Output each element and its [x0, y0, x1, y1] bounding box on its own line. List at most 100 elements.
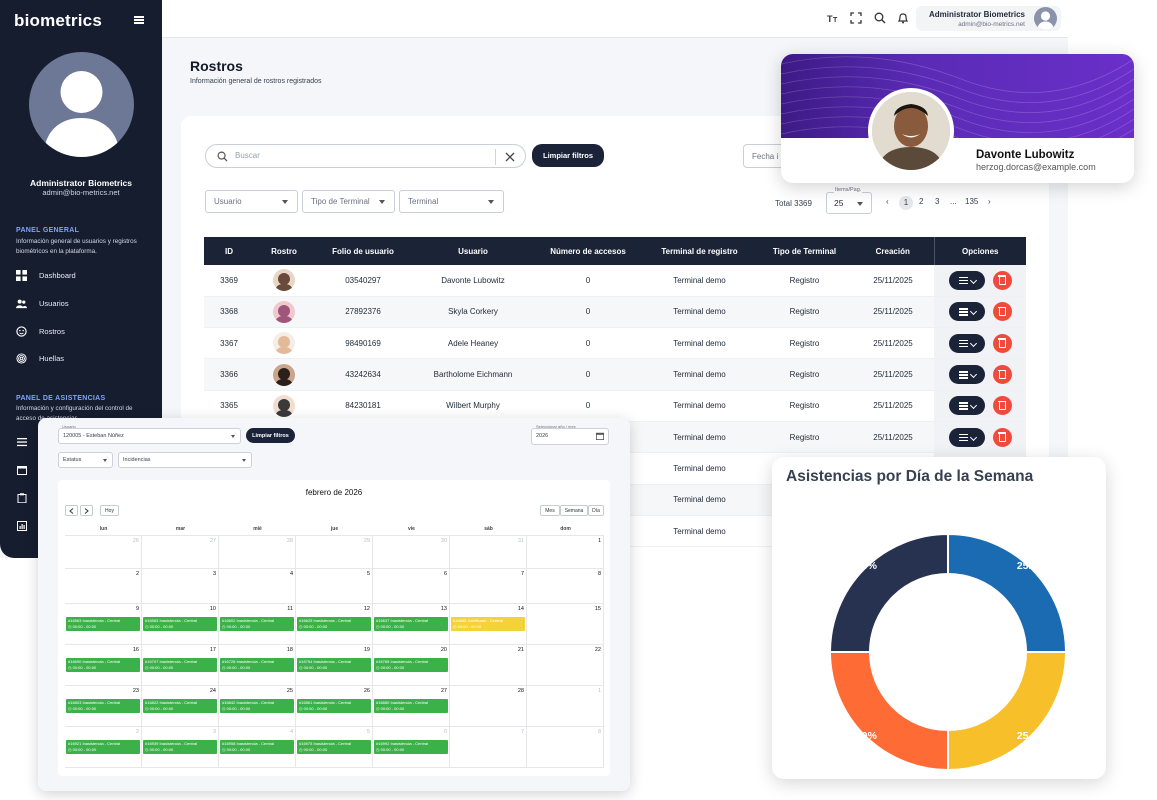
delete-button[interactable] [992, 396, 1012, 416]
calendar-event[interactable]: #16754 Inasistencia - Central ◷ 00:00 - 0… [297, 658, 371, 672]
calendar-event[interactable]: #16803 Inasistencia - Central ◷ 00:00 - 0… [66, 699, 140, 713]
calendar-day-cell[interactable]: 19 #16754 Inasistencia - Central ◷ 00:00 -… [296, 645, 373, 686]
today-button[interactable]: Hoy [100, 505, 119, 516]
column-header[interactable]: Terminal de registro [642, 237, 757, 265]
calendar-day-cell[interactable]: 7 [450, 569, 527, 604]
row-menu-button[interactable] [948, 333, 985, 353]
column-header[interactable]: Folio de usuario [314, 237, 412, 265]
column-header[interactable]: Usuario [412, 237, 534, 265]
user-menu[interactable]: Administrator Biometrics admin@bio-metri… [916, 6, 1061, 31]
calendar-day-cell[interactable]: 20 #16765 Inasistencia - Central ◷ 00:00 -… [373, 645, 450, 686]
calendar-day-cell[interactable]: 14 #16650 Justificado - Central ◷ 00:00 - … [450, 604, 527, 645]
sidebar-item-rostros[interactable]: Rostros [16, 324, 65, 338]
calendar-day-cell[interactable]: 25 #16842 Inasistencia - Central ◷ 00:00 -… [219, 686, 296, 727]
row-menu-button[interactable] [948, 302, 985, 322]
menu-toggle-icon[interactable] [134, 16, 144, 24]
calendar-day-cell[interactable]: 26 #16861 Inasistencia - Central ◷ 00:00 -… [296, 686, 373, 727]
bell-icon[interactable] [897, 12, 909, 24]
calendar-event[interactable]: #16728 Inasistencia - Central ◷ 00:00 - 0… [220, 658, 294, 672]
calendar-day-cell[interactable]: 3 [142, 569, 219, 604]
calendar-event[interactable]: #16880 Inasistencia - Central ◷ 00:00 - 0… [374, 699, 448, 713]
calendar-icon[interactable] [17, 465, 27, 475]
calendar-event[interactable]: #16583 Inasistencia - Central ◷ 00:00 - 0… [143, 617, 217, 631]
delete-button[interactable] [992, 365, 1012, 385]
calendar-day-cell[interactable]: 28 [450, 686, 527, 727]
calendar-event[interactable]: #16707 Inasistencia - Central ◷ 00:00 - 0… [143, 658, 217, 672]
calendar-day-cell[interactable]: 29 [296, 536, 373, 569]
prev-page-button[interactable]: ‹ [886, 197, 889, 206]
calendar-day-cell[interactable]: 26 [65, 536, 142, 569]
fullscreen-icon[interactable] [850, 12, 862, 24]
next-page-button[interactable]: › [988, 197, 991, 206]
calendar-day-cell[interactable]: 4 [219, 569, 296, 604]
calendar-event[interactable]: #16765 Inasistencia - Central ◷ 00:00 - 0… [374, 658, 448, 672]
face-thumbnail[interactable] [273, 300, 295, 323]
next-month-button[interactable] [80, 505, 93, 516]
calendar-event[interactable]: #16637 Inasistencia - Central ◷ 00:00 - 0… [374, 617, 448, 631]
clipboard-icon[interactable] [17, 493, 27, 503]
calendar-event[interactable]: #16602 Inasistencia - Central ◷ 00:00 - 0… [220, 617, 294, 631]
user-select[interactable]: Usuario [205, 190, 298, 213]
delete-button[interactable] [992, 333, 1012, 353]
face-thumbnail[interactable] [273, 363, 295, 386]
chart-icon[interactable] [17, 521, 27, 531]
calendar-day-cell[interactable]: 13 #16637 Inasistencia - Central ◷ 00:00 -… [373, 604, 450, 645]
calendar-day-cell[interactable]: 5 [296, 569, 373, 604]
calendar-event[interactable]: #16939 Inasistencia - Central ◷ 00:00 - 0… [143, 740, 217, 754]
delete-button[interactable] [992, 427, 1012, 447]
calendar-day-cell[interactable]: 31 [450, 536, 527, 569]
calendar-day-cell[interactable]: 11 #16602 Inasistencia - Central ◷ 00:00 -… [219, 604, 296, 645]
calendar-day-cell[interactable]: 8 [527, 569, 604, 604]
clear-filters-button[interactable]: Limpiar filtros [532, 144, 604, 167]
sidebar-item-huellas[interactable]: Huellas [16, 351, 64, 365]
calendar-day-cell[interactable]: 23 #16803 Inasistencia - Central ◷ 00:00 -… [65, 686, 142, 727]
terminal-type-select[interactable]: Tipo de Terminal [302, 190, 395, 213]
calendar-event[interactable]: #16921 Inasistencia - Central ◷ 00:00 - 0… [66, 740, 140, 754]
search-icon[interactable] [874, 12, 886, 24]
row-menu-button[interactable] [948, 427, 985, 447]
page-button[interactable]: 1 [899, 196, 913, 210]
calendar-user-select[interactable]: 120005 - Esteban Núñez [58, 428, 241, 444]
calendar-day-cell[interactable]: 12 #16625 Inasistencia - Central ◷ 00:00 -… [296, 604, 373, 645]
calendar-day-cell[interactable]: 1 [527, 686, 604, 727]
donut-slice[interactable] [947, 532, 1068, 653]
delete-button[interactable] [992, 302, 1012, 322]
sidebar-item-dashboard[interactable]: Dashboard [16, 268, 76, 282]
calendar-day-cell[interactable]: 1 [527, 536, 604, 569]
calendar-day-cell[interactable]: 3 #16939 Inasistencia - Central ◷ 00:00 - … [142, 727, 219, 768]
incidents-select[interactable]: Incidencias [118, 452, 252, 468]
calendar-day-cell[interactable]: 27 [142, 536, 219, 569]
page-button[interactable]: 3 [935, 197, 940, 206]
calendar-day-cell[interactable]: 24 #16822 Inasistencia - Central ◷ 00:00 -… [142, 686, 219, 727]
calendar-day-cell[interactable]: 15 [527, 604, 604, 645]
year-month-input[interactable]: 2026 [531, 428, 609, 445]
page-button[interactable]: 135 [965, 197, 979, 206]
calendar-day-cell[interactable]: 17 #16707 Inasistencia - Central ◷ 00:00 -… [142, 645, 219, 686]
column-header[interactable]: Rostro [254, 237, 314, 265]
calendar-day-cell[interactable]: 27 #16880 Inasistencia - Central ◷ 00:00 -… [373, 686, 450, 727]
view-week-button[interactable]: Semana [560, 505, 588, 516]
status-select[interactable]: Estatus [58, 452, 113, 468]
delete-button[interactable] [992, 270, 1012, 290]
calendar-event[interactable]: #16842 Inasistencia - Central ◷ 00:00 - 0… [220, 699, 294, 713]
view-day-button[interactable]: Día [588, 505, 604, 516]
calendar-event[interactable]: #16650 Justificado - Central ◷ 00:00 - 00… [451, 617, 525, 631]
calendar-event[interactable]: #16861 Inasistencia - Central ◷ 00:00 - 0… [297, 699, 371, 713]
page-button[interactable]: 2 [919, 197, 924, 206]
list-icon[interactable] [17, 437, 27, 447]
calendar-event[interactable]: #16625 Inasistencia - Central ◷ 00:00 - 0… [297, 617, 371, 631]
calendar-clear-filters-button[interactable]: Limpiar filtros [246, 428, 295, 443]
calendar-event[interactable]: #16563 Inasistencia - Central ◷ 00:00 - 0… [66, 617, 140, 631]
calendar-day-cell[interactable]: 21 [450, 645, 527, 686]
column-header[interactable]: Tipo de Terminal [757, 237, 852, 265]
calendar-day-cell[interactable]: 10 #16583 Inasistencia - Central ◷ 00:00 -… [142, 604, 219, 645]
calendar-day-cell[interactable]: 30 [373, 536, 450, 569]
calendar-day-cell[interactable]: 18 #16728 Inasistencia - Central ◷ 00:00 -… [219, 645, 296, 686]
calendar-day-cell[interactable]: 16 #16690 Inasistencia - Central ◷ 00:00 -… [65, 645, 142, 686]
face-thumbnail[interactable] [273, 269, 295, 292]
column-header[interactable]: ID [204, 237, 254, 265]
calendar-day-cell[interactable]: 4 #16958 Inasistencia - Central ◷ 00:00 - … [219, 727, 296, 768]
items-per-page-select[interactable]: 25 [826, 192, 872, 214]
prev-month-button[interactable] [65, 505, 78, 516]
